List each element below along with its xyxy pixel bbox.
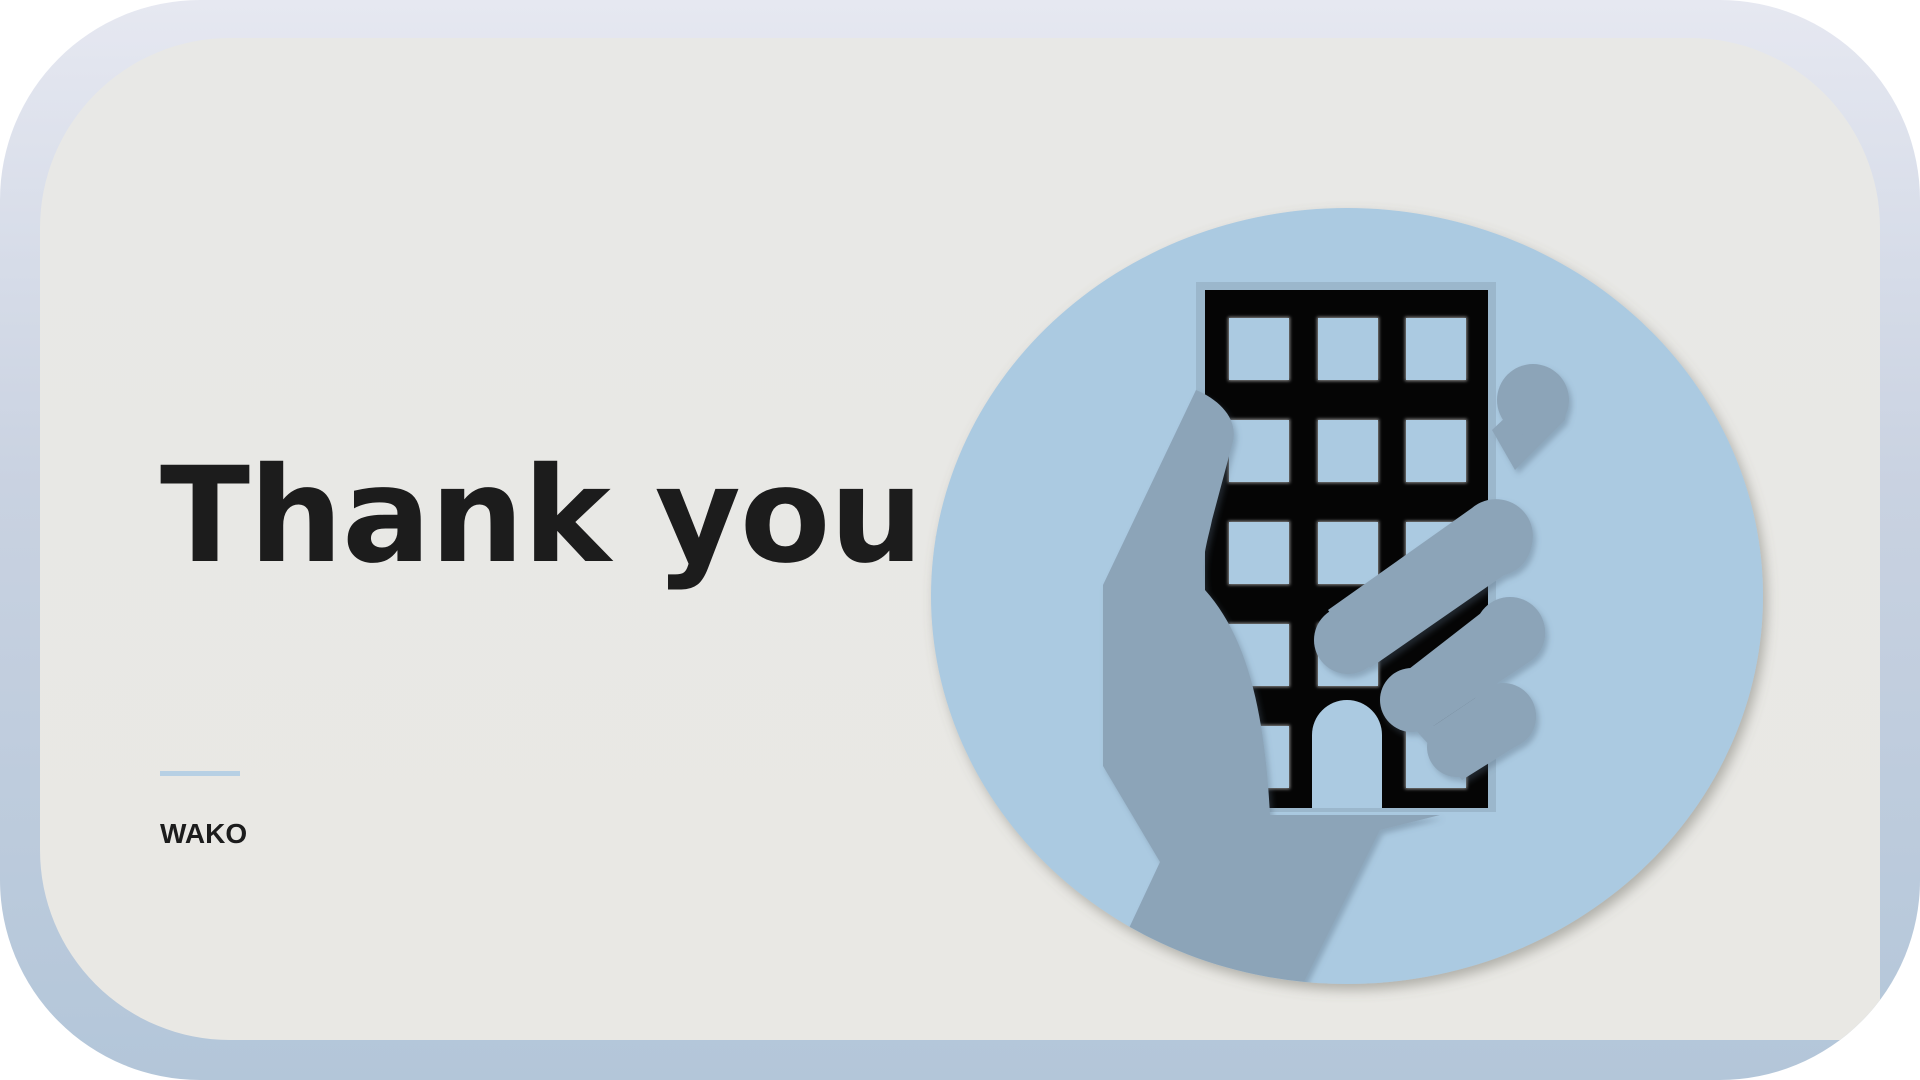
page-title: Thank you.	[160, 439, 973, 593]
accent-divider	[160, 771, 240, 776]
brand-name: WAKO	[160, 818, 248, 849]
building-door	[1312, 700, 1382, 808]
hand-palm	[1100, 390, 1440, 984]
thumb-back	[1492, 364, 1569, 470]
hand-fingers	[1314, 499, 1546, 780]
